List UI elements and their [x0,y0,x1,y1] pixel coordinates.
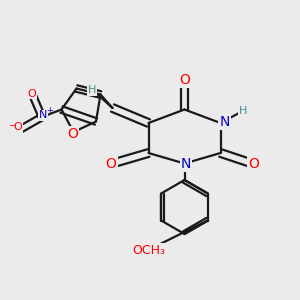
Text: +: + [46,106,53,115]
Text: N: N [181,157,191,170]
Text: H: H [88,85,97,95]
Text: OCH₃: OCH₃ [132,244,165,257]
Text: H: H [239,106,247,116]
Text: N: N [38,110,47,121]
Text: O: O [68,128,78,141]
Text: O: O [106,157,116,170]
Text: O: O [179,73,190,86]
Text: O: O [27,88,36,99]
Text: O: O [13,122,22,133]
Text: −: − [8,121,15,130]
Text: O: O [248,157,259,170]
Text: N: N [219,115,230,128]
